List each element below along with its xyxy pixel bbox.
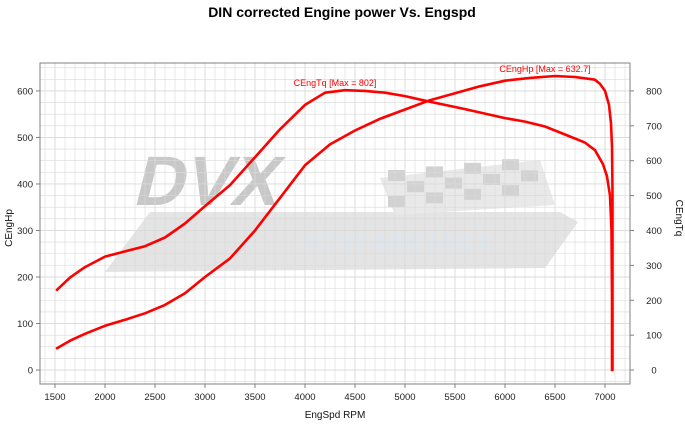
watermark-checker (407, 181, 424, 193)
right-tick-label: 700 (646, 121, 662, 132)
x-tick-label: 5000 (394, 392, 415, 403)
x-axis-ticks: 1500 2000 2500 3000 3500 4000 4500 5000 5500 6000… (44, 384, 616, 403)
watermark-checker (388, 170, 405, 181)
x-axis-label: EngSpd RPM (305, 410, 366, 421)
watermark-checker (388, 196, 405, 207)
left-axis-label: CEngHp (4, 209, 15, 247)
watermark-checker (521, 170, 538, 182)
watermark-checker (426, 166, 443, 178)
x-tick-label: 3500 (244, 392, 265, 403)
watermark-logo-text: DVX (128, 143, 291, 221)
right-tick-label: 800 (646, 86, 662, 97)
series-layer (55, 74, 614, 372)
watermark-flag (380, 160, 555, 215)
right-tick-label: 300 (646, 261, 662, 272)
left-axis-ticks: 0 100 200 300 400 500 600 (17, 86, 40, 377)
x-tick-label: 3000 (194, 392, 215, 403)
x-tick-label: 2500 (144, 392, 165, 403)
watermark-checker (464, 162, 481, 174)
series-annotations: CEngTq [Max = 802] CEngHp [Max = 632.7] (294, 64, 591, 88)
x-tick-label: 6500 (544, 392, 565, 403)
right-axis-label: CEngTq (673, 200, 684, 237)
chart-grid (40, 63, 630, 384)
annotation-cenghp: CEngHp [Max = 632.7] (499, 64, 590, 74)
series-line-cenghp (55, 74, 614, 372)
right-tick-label: 0 (651, 366, 656, 377)
left-tick-label: 200 (17, 273, 33, 284)
x-tick-label: 2000 (94, 392, 115, 403)
x-tick-label: 1500 (44, 392, 65, 403)
watermark-checker (502, 159, 519, 171)
watermark-checker (464, 188, 481, 200)
left-tick-label: 300 (17, 226, 33, 237)
x-tick-label: 5500 (444, 392, 465, 403)
x-tick-label: 7000 (594, 392, 615, 403)
right-tick-label: 500 (646, 191, 662, 202)
watermark-checker (502, 185, 519, 197)
left-tick-label: 400 (17, 179, 33, 190)
left-tick-label: 600 (17, 86, 33, 97)
chart-title: DIN corrected Engine power Vs. Engspd (208, 4, 476, 20)
watermark-checker (445, 177, 462, 189)
watermark-sub-text: PERFORMANCE (305, 233, 495, 255)
right-tick-label: 100 (646, 331, 662, 342)
right-axis-ticks: 0 100 200 300 400 500 600 700 800 (630, 86, 662, 377)
annotation-cengtq: CEngTq [Max = 802] (294, 78, 377, 88)
watermark-checker (483, 174, 500, 185)
left-tick-label: 100 (17, 319, 33, 330)
x-tick-label: 6000 (494, 392, 515, 403)
right-tick-label: 600 (646, 156, 662, 167)
watermark-checker (426, 192, 443, 204)
left-tick-label: 0 (28, 366, 33, 377)
x-tick-label: 4500 (344, 392, 365, 403)
left-tick-label: 500 (17, 133, 33, 144)
right-tick-label: 200 (646, 296, 662, 307)
series-line-cengtq (55, 88, 614, 372)
right-tick-label: 400 (646, 226, 662, 237)
plot-frame (39, 62, 631, 385)
x-tick-label: 4000 (294, 392, 315, 403)
